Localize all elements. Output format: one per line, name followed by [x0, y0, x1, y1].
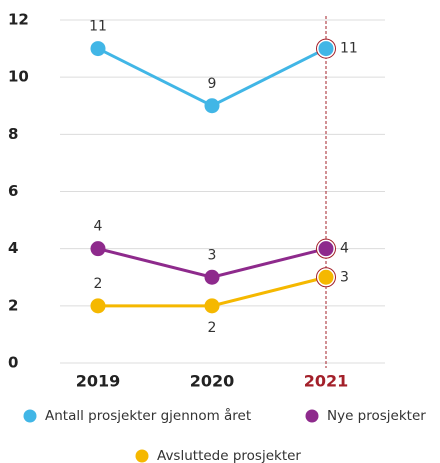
legend-label: Avsluttede prosjekter — [157, 448, 301, 463]
point — [90, 41, 106, 57]
data-label: 9 — [208, 76, 217, 92]
data-label: 4 — [94, 219, 103, 235]
legend-label: Antall prosjekter gjennom året — [45, 407, 251, 424]
y-tick-label: 6 — [8, 182, 18, 200]
data-label: 2 — [94, 276, 103, 292]
data-label: 11 — [340, 41, 358, 57]
point — [204, 269, 220, 285]
y-tick-label: 2 — [8, 296, 18, 314]
legend-marker — [135, 449, 149, 463]
x-tick-label: 2021 — [304, 372, 349, 391]
y-tick-label: 12 — [8, 11, 29, 29]
legend-marker — [23, 409, 37, 423]
point — [90, 241, 106, 257]
data-label: 11 — [89, 19, 107, 35]
point — [204, 298, 220, 314]
data-label: 3 — [340, 269, 349, 285]
y-tick-label: 4 — [8, 239, 18, 257]
point — [90, 298, 106, 314]
x-tick-label: 2020 — [190, 372, 235, 391]
legend-marker — [305, 409, 319, 423]
data-label: 4 — [340, 241, 349, 257]
data-label: 3 — [208, 247, 217, 263]
data-label: 2 — [208, 320, 217, 336]
y-tick-label: 0 — [8, 354, 18, 372]
legend-label: Nye prosjekter — [327, 408, 426, 424]
y-tick-label: 8 — [8, 125, 18, 143]
point — [318, 41, 334, 57]
x-tick-label: 2019 — [76, 372, 121, 391]
point — [318, 241, 334, 257]
point — [318, 269, 334, 285]
y-tick-label: 10 — [8, 68, 29, 86]
point — [204, 98, 220, 114]
